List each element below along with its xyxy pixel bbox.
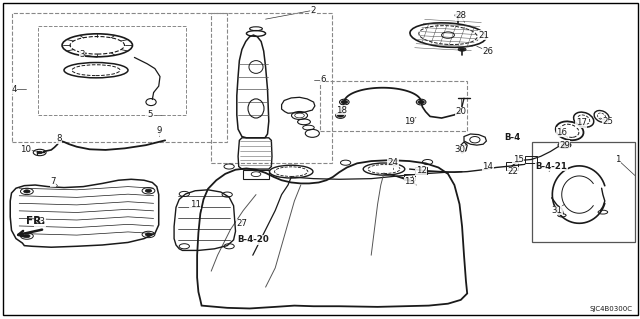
Text: 25: 25 [602, 117, 614, 126]
Text: 20: 20 [455, 107, 467, 116]
Text: 15: 15 [513, 155, 524, 164]
Circle shape [24, 190, 30, 193]
Text: 17: 17 [575, 118, 587, 127]
Circle shape [418, 100, 424, 104]
Text: 21: 21 [478, 31, 490, 40]
Text: B-4-20: B-4-20 [237, 235, 269, 244]
Bar [12, 13, 227, 142]
Bar [506, 162, 518, 170]
Text: SJC4B0300C: SJC4B0300C [589, 306, 632, 312]
Text: FR.: FR. [26, 217, 45, 226]
Bar [38, 26, 186, 115]
Circle shape [337, 114, 344, 117]
Text: 6: 6 [321, 75, 326, 84]
Text: 30: 30 [454, 145, 465, 154]
Text: 29: 29 [559, 141, 570, 150]
Text: 4: 4 [12, 85, 17, 94]
Text: B-4-21: B-4-21 [536, 162, 568, 171]
Text: 9: 9 [156, 126, 161, 135]
Bar [532, 142, 635, 242]
Text: 18: 18 [336, 106, 348, 115]
Text: 22: 22 [508, 167, 519, 176]
Text: 1: 1 [615, 155, 620, 164]
Text: 10: 10 [20, 145, 31, 154]
Text: 23: 23 [34, 217, 45, 226]
Text: 31: 31 [551, 206, 563, 215]
Circle shape [37, 151, 42, 154]
Text: 19: 19 [404, 117, 415, 126]
Text: 28: 28 [455, 11, 467, 20]
Text: 11: 11 [189, 200, 201, 209]
Text: 8: 8 [56, 134, 61, 143]
Text: 27: 27 [236, 219, 248, 228]
Text: 24: 24 [387, 158, 399, 167]
Bar [415, 167, 427, 174]
Bar [404, 174, 415, 180]
Text: 12: 12 [415, 166, 427, 175]
Text: 16: 16 [556, 128, 568, 137]
Circle shape [145, 233, 152, 236]
Text: 26: 26 [482, 47, 493, 56]
Circle shape [145, 189, 152, 192]
Bar [243, 170, 269, 179]
Circle shape [24, 234, 30, 238]
Bar [320, 81, 467, 131]
Text: 13: 13 [404, 177, 415, 186]
Text: 5: 5 [148, 110, 153, 119]
Bar [525, 156, 537, 163]
Circle shape [460, 48, 465, 51]
Circle shape [341, 100, 348, 104]
Text: 14: 14 [482, 162, 493, 171]
Circle shape [561, 144, 568, 147]
Bar [211, 13, 332, 163]
Text: 3: 3 [79, 50, 84, 59]
Text: B-4: B-4 [504, 133, 520, 142]
Text: 2: 2 [311, 6, 316, 15]
Text: 7: 7 [51, 177, 56, 186]
